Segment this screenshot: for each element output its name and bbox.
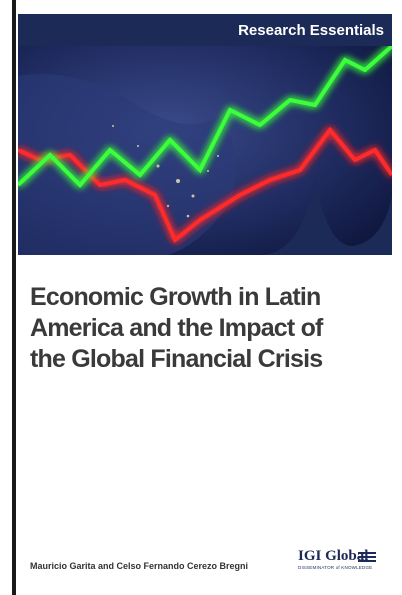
publisher-logo: IGI Global DISSEMINATOR of KNOWLEDGE xyxy=(298,548,378,570)
title-line: Economic Growth in Latin xyxy=(30,282,390,313)
publisher-tagline: DISSEMINATOR of KNOWLEDGE xyxy=(298,565,378,570)
series-band: Research Essentials xyxy=(18,14,392,46)
cover-art xyxy=(18,46,392,255)
series-name: Research Essentials xyxy=(238,22,384,39)
logo-bars xyxy=(358,552,376,564)
title-line: America and the Impact of xyxy=(30,313,390,344)
title-line: the Global Financial Crisis xyxy=(30,344,390,375)
spine xyxy=(12,0,16,595)
book-title: Economic Growth in Latin America and the… xyxy=(30,282,390,375)
authors: Mauricio Garita and Celso Fernando Cerez… xyxy=(30,561,248,571)
book-cover: Research Essentials Economic Growth in L… xyxy=(0,0,402,595)
